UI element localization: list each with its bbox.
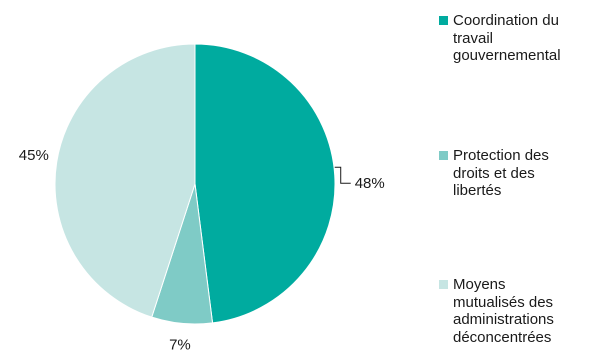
legend-item-protection: Protection des droits et des libertés: [439, 147, 549, 200]
legend-label-protection: Protection des droits et des libertés: [453, 147, 549, 199]
label-protection: 7%: [169, 336, 191, 353]
legend-swatch-coordination: [439, 16, 448, 25]
slice-coordination: [194, 43, 336, 324]
legend-label-moyens: Moyens mutualisés des administrations dé…: [453, 276, 554, 346]
leader-line-coordination: [334, 166, 351, 184]
legend-item-coordination: Coordination du travail gouvernemental: [439, 12, 561, 65]
slice-moyens: [54, 43, 196, 318]
label-coordination: 48%: [355, 175, 385, 192]
legend-swatch-protection: [439, 151, 448, 160]
legend-label-coordination: Coordination du travail gouvernemental: [453, 12, 561, 64]
legend-item-moyens: Moyens mutualisés des administrations dé…: [439, 276, 554, 346]
legend-swatch-moyens: [439, 280, 448, 289]
label-moyens: 45%: [19, 147, 49, 164]
